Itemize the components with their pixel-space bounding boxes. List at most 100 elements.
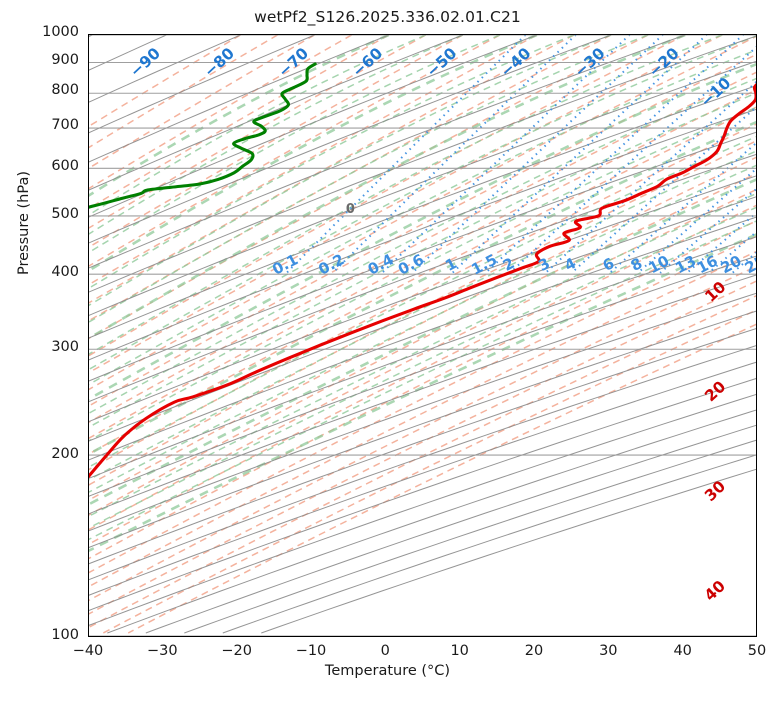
dry-adiabat	[261, 468, 756, 634]
x-tick-label: −40	[72, 643, 104, 659]
y-tick-label: 600	[51, 157, 79, 174]
dry-adiabat	[89, 85, 756, 339]
dry-adiabat	[89, 310, 756, 548]
x-tick-label: 50	[747, 643, 767, 659]
moist-adiabat	[89, 35, 612, 307]
pink-dashed-line	[89, 106, 756, 455]
y-tick-label: 700	[51, 117, 79, 134]
dry-adiabat	[89, 35, 389, 163]
x-axis-label: Temperature (°C)	[324, 663, 451, 679]
sounding-dewpoint	[89, 62, 317, 209]
sounding-curves	[89, 62, 756, 479]
y-tick-label: 1000	[42, 24, 79, 40]
pink-dashed-line	[89, 35, 756, 391]
dry-adiabat	[222, 454, 756, 634]
y-tick-label: 500	[51, 205, 79, 222]
sounding-temperature	[89, 83, 756, 479]
mixing-ratio-line	[332, 35, 577, 274]
pink-dashed-line	[89, 35, 278, 149]
mixing-ratio-line	[544, 80, 756, 274]
moist-adiabat	[89, 206, 756, 529]
moist-adiabat	[89, 220, 756, 541]
moist-adiabat	[89, 77, 756, 415]
moist-adiabat	[89, 92, 756, 428]
dry-adiabat	[89, 35, 756, 293]
dry-adiabat	[89, 35, 612, 244]
pink-dashed-line	[89, 172, 756, 516]
y-tick-label: 100	[51, 627, 79, 643]
moist-adiabat	[89, 120, 756, 456]
chart-title: wetPf2_S126.2025.336.02.01.C21	[254, 8, 521, 26]
isotherm-label: 30	[701, 477, 729, 505]
dry-adiabat	[89, 108, 756, 361]
moist-adiabat	[89, 62, 756, 401]
pink-dashed-line	[89, 235, 756, 574]
moist-adiabat	[89, 49, 756, 386]
isotherm-label: 40	[701, 577, 729, 605]
isotherm-label: 10	[701, 278, 729, 306]
dry-adiabat-lines	[89, 35, 756, 634]
dry-adiabat	[145, 424, 756, 634]
mixing-ratio-label: 1	[442, 254, 460, 275]
pink-dashed-line	[89, 156, 756, 501]
x-tick-label: −30	[146, 643, 178, 659]
x-tick-label: −10	[295, 643, 327, 659]
dry-adiabat	[89, 236, 756, 479]
pink-dashed-line	[89, 280, 756, 615]
isotherm-label: −30	[571, 44, 608, 81]
moist-adiabat-lines	[89, 35, 756, 553]
mixing-ratio-label: 4	[561, 254, 579, 275]
moist-adiabat	[89, 35, 575, 290]
y-tick-label: 900	[51, 51, 79, 68]
pink-dashed-line	[89, 265, 756, 602]
dry-adiabat	[89, 131, 756, 382]
moist-adiabat	[89, 35, 501, 254]
dry-adiabat	[89, 153, 756, 403]
moist-adiabat	[89, 35, 649, 323]
pink-dashed-line	[89, 188, 756, 531]
y-tick-label: 400	[51, 264, 79, 280]
pink-dashed-line	[89, 35, 501, 267]
mixing-ratio-label: 16	[694, 252, 721, 278]
mixing-ratio-line	[509, 45, 756, 274]
x-tick-label: 10	[450, 643, 469, 659]
dry-adiabat	[184, 439, 756, 634]
moist-adiabat	[89, 164, 756, 493]
moist-adiabat	[89, 178, 756, 506]
moist-adiabat	[89, 35, 686, 340]
moist-adiabat	[89, 35, 756, 371]
x-tick-label: −20	[221, 643, 252, 659]
y-tick-label: 300	[51, 339, 79, 356]
pink-dashed-line	[89, 89, 756, 440]
pink-dashed-line	[127, 323, 756, 634]
dry-adiabat	[89, 196, 756, 442]
pink-dashed-line	[89, 35, 538, 286]
dry-adiabat	[89, 345, 756, 581]
x-tick-label: 40	[673, 643, 692, 659]
dry-adiabat	[89, 216, 756, 461]
pink-dashed-line	[89, 53, 756, 407]
dry-adiabat	[89, 328, 756, 565]
pink-dashed-line	[89, 204, 756, 545]
pink-dashed-line	[89, 35, 315, 169]
pink-dashed-line	[89, 123, 756, 471]
moist-adiabat	[89, 135, 756, 468]
dry-adiabat	[89, 393, 756, 626]
dry-adiabat	[107, 409, 756, 634]
moist-adiabat	[89, 106, 756, 442]
x-tick-label: 30	[599, 643, 618, 659]
dry-adiabat	[89, 255, 756, 497]
dry-adiabat	[89, 274, 756, 515]
x-tick-label: 20	[524, 643, 544, 659]
pink-dashed-line	[89, 250, 756, 588]
y-tick-label: 200	[51, 445, 79, 462]
dry-adiabat	[89, 35, 686, 269]
x-tick-label: 0	[380, 643, 390, 659]
isotherm-label: 20	[701, 378, 729, 406]
pink-dashed-lines	[89, 35, 756, 634]
pink-dashed-line	[89, 295, 756, 629]
moist-adiabat	[89, 150, 756, 481]
moist-adiabat	[89, 233, 756, 553]
dry-adiabat	[89, 60, 756, 316]
